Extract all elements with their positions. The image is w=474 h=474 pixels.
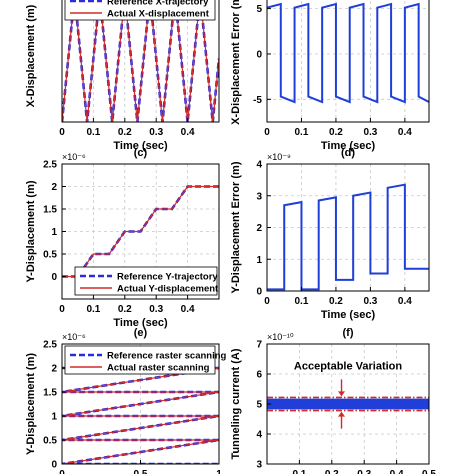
annotation-text: Acceptable Variation <box>294 361 402 373</box>
panel-label: (d) <box>341 147 355 159</box>
y-tick-label: 0 <box>256 287 262 298</box>
x-tick-label: 0.4 <box>390 469 404 474</box>
y-tick-label: 0 <box>256 49 262 60</box>
x-tick-label: 0 <box>59 127 65 138</box>
x-tick-label: 0.4 <box>398 127 412 138</box>
y-tick-label: 0.5 <box>43 436 57 447</box>
y-tick-label: 2 <box>51 182 57 193</box>
y-tick-label: 1 <box>256 255 262 266</box>
axis-exponent: ×10⁻⁶ <box>62 152 86 162</box>
y-tick-label: 1 <box>51 412 57 423</box>
panel-b: 0 0.1 0.2 0.3 0.4 -5 0 5 Time (sec) X-Displacemen… <box>230 0 430 152</box>
x-tick-label: 0 <box>264 127 270 138</box>
y-tick-label: 5 <box>256 4 262 15</box>
x-tick-label: 0.3 <box>149 127 163 138</box>
x-axis-label: Time (sec) <box>113 140 168 152</box>
x-tick-label: 0.4 <box>398 296 412 307</box>
y-tick-label: 0 <box>51 272 57 283</box>
y-tick-label: 6 <box>256 370 262 381</box>
y-axis-label: X-Displacement Error (m) <box>230 0 242 125</box>
legend-label: Actual Y-displacement <box>117 284 219 295</box>
panel-a: 0 0.1 0.2 0.3 0.4 Time (sec) X-Displacement (m… <box>25 0 220 152</box>
plot-content <box>267 0 429 122</box>
x-tick-label: 0 <box>59 469 65 474</box>
x-axis-label: Time (sec) <box>321 309 376 321</box>
y-tick-label: 1.5 <box>43 205 57 216</box>
x-tick-label: 0 <box>59 304 65 315</box>
y-tick-label: 2 <box>256 223 262 234</box>
x-tick-label: 0.2 <box>329 127 343 138</box>
series-line-actual <box>62 185 219 278</box>
y-tick-label: 0.5 <box>43 250 57 261</box>
axis-exponent: ×10⁻¹⁰ <box>267 332 294 342</box>
x-tick-label: 0 <box>264 296 270 307</box>
y-axis-label: Y-Displacement (m) <box>25 180 37 282</box>
legend-label: Actual raster scanning <box>107 363 210 374</box>
y-tick-label: 4 <box>256 430 262 441</box>
x-tick-label: 0.1 <box>86 127 100 138</box>
series-line-error <box>267 2 429 104</box>
legend-box <box>74 266 218 296</box>
y-tick-label: 5 <box>256 400 262 411</box>
x-tick-label: 0.1 <box>295 296 309 307</box>
panel-label: (e) <box>134 327 148 339</box>
axis-exponent: ×10⁻⁹ <box>267 152 291 162</box>
plot-content <box>267 164 429 291</box>
y-tick-label: -5 <box>253 95 262 106</box>
y-tick-label: 2 <box>51 364 57 375</box>
x-tick-label: 0.1 <box>86 304 100 315</box>
x-tick-label: 0.2 <box>325 469 339 474</box>
y-tick-label: 0 <box>51 460 57 471</box>
y-tick-label: 1.5 <box>43 388 57 399</box>
panel-c: 0 0.1 0.2 0.3 0.4 0 0.5 1 1.5 2 2.5 ×10⁻⁶ Time (sec)… <box>25 147 220 329</box>
x-tick-label: 0.2 <box>329 296 343 307</box>
x-axis-label: Time (sec) <box>113 317 168 329</box>
y-tick-label: 4 <box>256 160 262 171</box>
x-tick-label: 1 <box>216 469 222 474</box>
legend-label: Reference Y-trajectory <box>117 272 218 283</box>
y-axis-label: X-Displacement (m) <box>25 4 37 107</box>
legend-box <box>64 345 216 375</box>
y-tick-label: 2.5 <box>43 160 57 171</box>
x-tick-label: 0.3 <box>357 469 371 474</box>
x-tick-label: 0.5 <box>422 469 436 474</box>
y-tick-label: 2.5 <box>43 340 57 351</box>
x-tick-label: 0.4 <box>181 127 195 138</box>
x-tick-label: 0.2 <box>118 127 132 138</box>
y-axis-label: Y-Displacement Error (m) <box>230 161 242 293</box>
annotation-arrowhead-down <box>338 391 346 397</box>
x-tick-label: 0.4 <box>181 304 195 315</box>
y-tick-label: 3 <box>256 191 262 202</box>
axes-frame <box>266 0 430 123</box>
annotation-bg <box>290 359 406 374</box>
axis-exponent: ×10⁻⁶ <box>62 332 86 342</box>
legend-box <box>64 0 216 21</box>
panel-f: 0.1 0.2 0.3 0.4 0.5 3 4 5 6 7 ×10⁻¹⁰ Tunneling curr… <box>230 327 436 474</box>
legend-label: Reference raster scanning <box>107 351 227 362</box>
x-tick-label: 0.5 <box>134 469 148 474</box>
x-tick-label: 0.3 <box>363 296 377 307</box>
y-tick-label: 1 <box>51 227 57 238</box>
y-tick-label: 3 <box>256 460 262 471</box>
x-tick-label: 0.1 <box>295 127 309 138</box>
panel-label: (c) <box>134 147 148 159</box>
y-axis-label: Tunneling current (A) <box>230 348 242 459</box>
annotation-arrowhead-up <box>338 411 346 417</box>
panel-e: 0 0.5 1 0 0.5 1 1.5 2 2.5 ×10⁻⁶ Y-Displacement (m)… <box>25 327 227 474</box>
x-tick-label: 0.2 <box>118 304 132 315</box>
series-line-actual <box>62 367 219 464</box>
x-axis-label: Time (sec) <box>321 140 376 152</box>
axes-frame <box>61 0 220 123</box>
y-axis-label: Y-Displacement (m) <box>25 353 37 455</box>
x-tick-label: 0.3 <box>149 304 163 315</box>
panel-d: 0 0.1 0.2 0.3 0.4 0 1 2 3 4 ×10⁻⁹ Time (sec) Y-Displ… <box>230 147 430 321</box>
legend-label: Reference X-trajectory <box>107 0 209 8</box>
legend-label: Actual X-displacement <box>107 9 210 20</box>
x-tick-label: 0.1 <box>292 469 306 474</box>
y-tick-label: 7 <box>256 340 262 351</box>
series-line-error <box>267 183 429 291</box>
x-tick-label: 0.3 <box>363 127 377 138</box>
panel-label: (f) <box>343 327 354 339</box>
